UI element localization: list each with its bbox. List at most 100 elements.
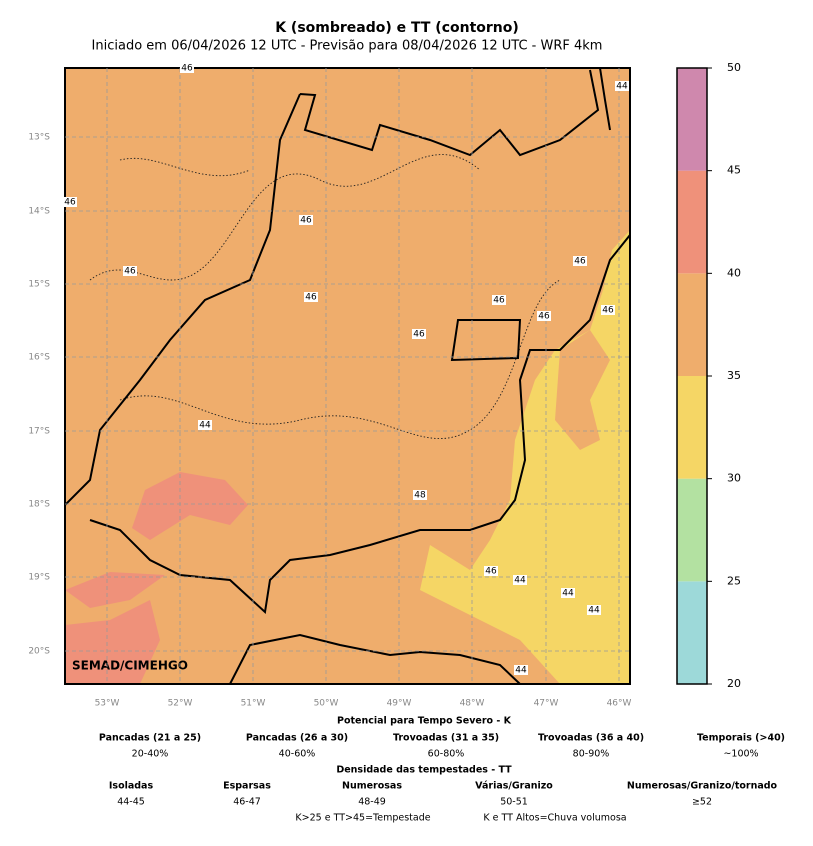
legend-item-name: Trovoadas (36 a 40) <box>538 733 644 744</box>
contour-label-bg <box>561 588 575 598</box>
lat-label: 17°S <box>28 427 50 437</box>
colorbar-tick-label: 20 <box>727 677 741 690</box>
contour-label-bg <box>514 665 528 675</box>
contour-label-bg <box>513 575 527 585</box>
k-pink-area <box>65 572 165 608</box>
legend-item-name: Numerosas/Granizo/tornado <box>627 781 778 792</box>
legend-item-name: Várias/Granizo <box>475 781 553 792</box>
contour-label: 44 <box>199 421 211 431</box>
map-frame <box>64 67 631 685</box>
legend-item-name: Trovoadas (31 a 35) <box>393 733 499 744</box>
state-border <box>89 234 630 614</box>
legend-footer: K e TT Altos=Chuva volumosa <box>483 813 626 824</box>
contour-label: 46 <box>485 567 497 577</box>
k-orange-patch <box>555 330 610 450</box>
state-border <box>65 93 301 506</box>
lat-label: 14°S <box>28 207 50 217</box>
colorbar-band <box>677 170 707 274</box>
legend-item-range: 80-90% <box>573 749 610 760</box>
contour-label: 44 <box>515 666 527 676</box>
colorbar-band <box>677 68 707 171</box>
contour-label: 46 <box>300 216 312 226</box>
lon-label: 50°W <box>314 699 339 709</box>
legend-item-name: Numerosas <box>342 781 402 792</box>
legend-item-range: 40-60% <box>279 749 316 760</box>
tt-contour <box>119 279 561 440</box>
lon-label: 47°W <box>534 699 559 709</box>
colorbar-band <box>677 273 707 376</box>
state-border <box>450 319 522 362</box>
colorbar-tick-label: 45 <box>727 164 741 177</box>
lat-label: 13°S <box>28 133 50 143</box>
lat-label: 18°S <box>28 500 50 510</box>
lon-label: 51°W <box>241 699 266 709</box>
tt-contour <box>89 154 481 281</box>
contour-label-bg <box>123 266 137 276</box>
contour-label-bg <box>180 63 194 73</box>
lon-label: 52°W <box>168 699 193 709</box>
k-pink-area <box>65 600 160 684</box>
contour-label: 46 <box>538 312 550 322</box>
map: SEMAD/CIMEHGO <box>64 67 631 685</box>
contour-label: 46 <box>574 257 586 267</box>
colorbar-band <box>677 581 707 684</box>
lon-label: 48°W <box>460 699 485 709</box>
legend-footer: K>25 e TT>45=Tempestade <box>295 813 430 824</box>
subtitle: Iniciado em 06/04/2026 12 UTC - Previsão… <box>92 39 603 54</box>
legend-item-range: 60-80% <box>428 749 465 760</box>
state-border <box>299 69 600 157</box>
contour-label-bg <box>484 566 498 576</box>
watermark: SEMAD/CIMEHGO <box>72 659 188 673</box>
lon-label: 53°W <box>95 699 120 709</box>
lat-label: 16°S <box>28 353 50 363</box>
contour-label-bg <box>615 81 629 91</box>
contour-label-bg <box>492 295 506 305</box>
legend-item-range: 50-51 <box>500 797 528 808</box>
contour-label: 44 <box>514 576 526 586</box>
legend-item-range: 48-49 <box>358 797 386 808</box>
legend-item-range: 44-45 <box>117 797 145 808</box>
lon-label: 46°W <box>607 699 632 709</box>
title: K (sombreado) e TT (contorno) <box>275 20 519 36</box>
contour-label-bg <box>299 215 313 225</box>
contour-label-bg <box>587 605 601 615</box>
colorbar-band <box>677 478 707 582</box>
contour-label-bg <box>573 256 587 266</box>
state-border <box>229 633 521 684</box>
lat-label: 20°S <box>28 647 50 657</box>
contour-label: 44 <box>616 82 628 92</box>
legend-item-range: 46-47 <box>233 797 261 808</box>
colorbar-tick-label: 35 <box>727 369 741 382</box>
legend-item-name: Temporais (>40) <box>697 733 785 744</box>
contour-label: 46 <box>493 296 505 306</box>
legend-item-range: ≥52 <box>692 797 712 808</box>
lat-label: 15°S <box>28 280 50 290</box>
contour-label-bg <box>537 311 551 321</box>
colorbar-band <box>677 376 707 479</box>
contour-label: 44 <box>588 606 600 616</box>
contour-label-bg <box>413 490 427 500</box>
legend-title: Potencial para Tempo Severo - K <box>337 716 512 727</box>
contour-label-bg <box>601 305 615 315</box>
contour-label: 44 <box>562 589 574 599</box>
legend-item-name: Esparsas <box>223 781 271 792</box>
colorbar-tick-label: 50 <box>727 61 741 74</box>
contour-label: 46 <box>181 64 193 74</box>
colorbar-tick-label: 25 <box>727 574 741 587</box>
legend-item-range: ~100% <box>723 749 758 760</box>
legend-title: Densidade das tempestades - TT <box>336 765 512 776</box>
contour-label: 46 <box>413 330 425 340</box>
colorbar-tick-label: 40 <box>727 266 741 279</box>
lat-label: 19°S <box>28 573 50 583</box>
legend-item-range: 20-40% <box>132 749 169 760</box>
legend-item-name: Isoladas <box>109 781 154 792</box>
contour-label-bg <box>304 292 318 302</box>
colorbar-tick-label: 30 <box>727 472 741 485</box>
k-pink-area <box>132 472 248 540</box>
state-border <box>599 68 611 131</box>
legend-item-name: Pancadas (26 a 30) <box>246 733 348 744</box>
legend-item-name: Pancadas (21 a 25) <box>99 733 201 744</box>
contour-label: 46 <box>602 306 614 316</box>
contour-label-bg <box>63 197 77 207</box>
